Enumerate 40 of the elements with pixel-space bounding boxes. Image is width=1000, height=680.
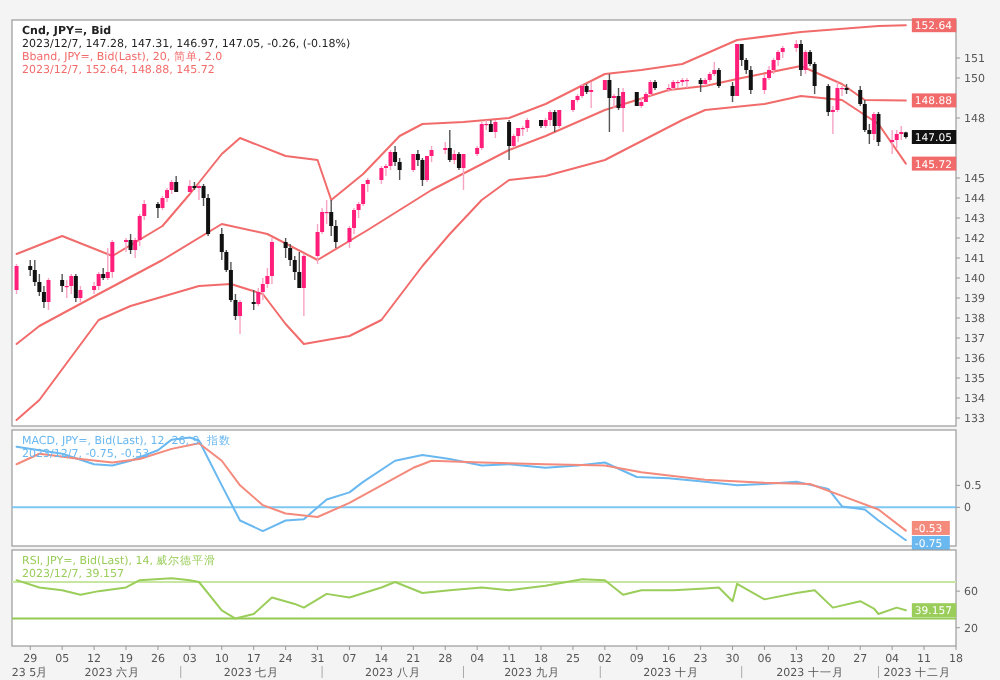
candlestick [803,49,808,75]
candlestick [251,289,256,311]
candlestick [269,237,274,285]
candlestick [110,239,115,279]
candlestick [479,121,484,151]
candlestick [730,81,735,103]
candlestick [14,263,19,295]
candlestick [507,119,512,161]
candlestick [826,83,831,117]
candlestick [297,251,302,289]
candlestick [69,273,74,295]
candlestick [301,253,306,317]
candlestick [461,153,466,191]
candlestick [155,201,160,219]
candlestick [739,43,744,67]
candlestick [890,129,895,155]
candlestick [552,109,557,133]
candlestick [46,277,51,311]
candlestick [607,73,612,133]
candlestick [105,247,110,281]
candlestick [388,149,393,171]
candlestick [73,273,78,303]
candlestick [798,39,803,77]
candlestick [611,93,616,109]
candlestick [748,65,753,95]
candlestick [60,273,65,293]
candlestick [716,67,721,89]
candlestick [196,183,201,201]
candlestick [621,87,626,133]
candlestick [616,87,621,111]
candlestick [124,237,129,253]
candlestick [762,73,767,95]
candlestick [420,157,425,187]
candlestick [876,111,881,147]
candlestick [128,233,133,255]
candlestick [871,111,876,141]
candlestick [589,81,594,109]
candlestick [447,129,452,163]
candlestick [238,299,243,335]
candlestick [283,237,288,259]
